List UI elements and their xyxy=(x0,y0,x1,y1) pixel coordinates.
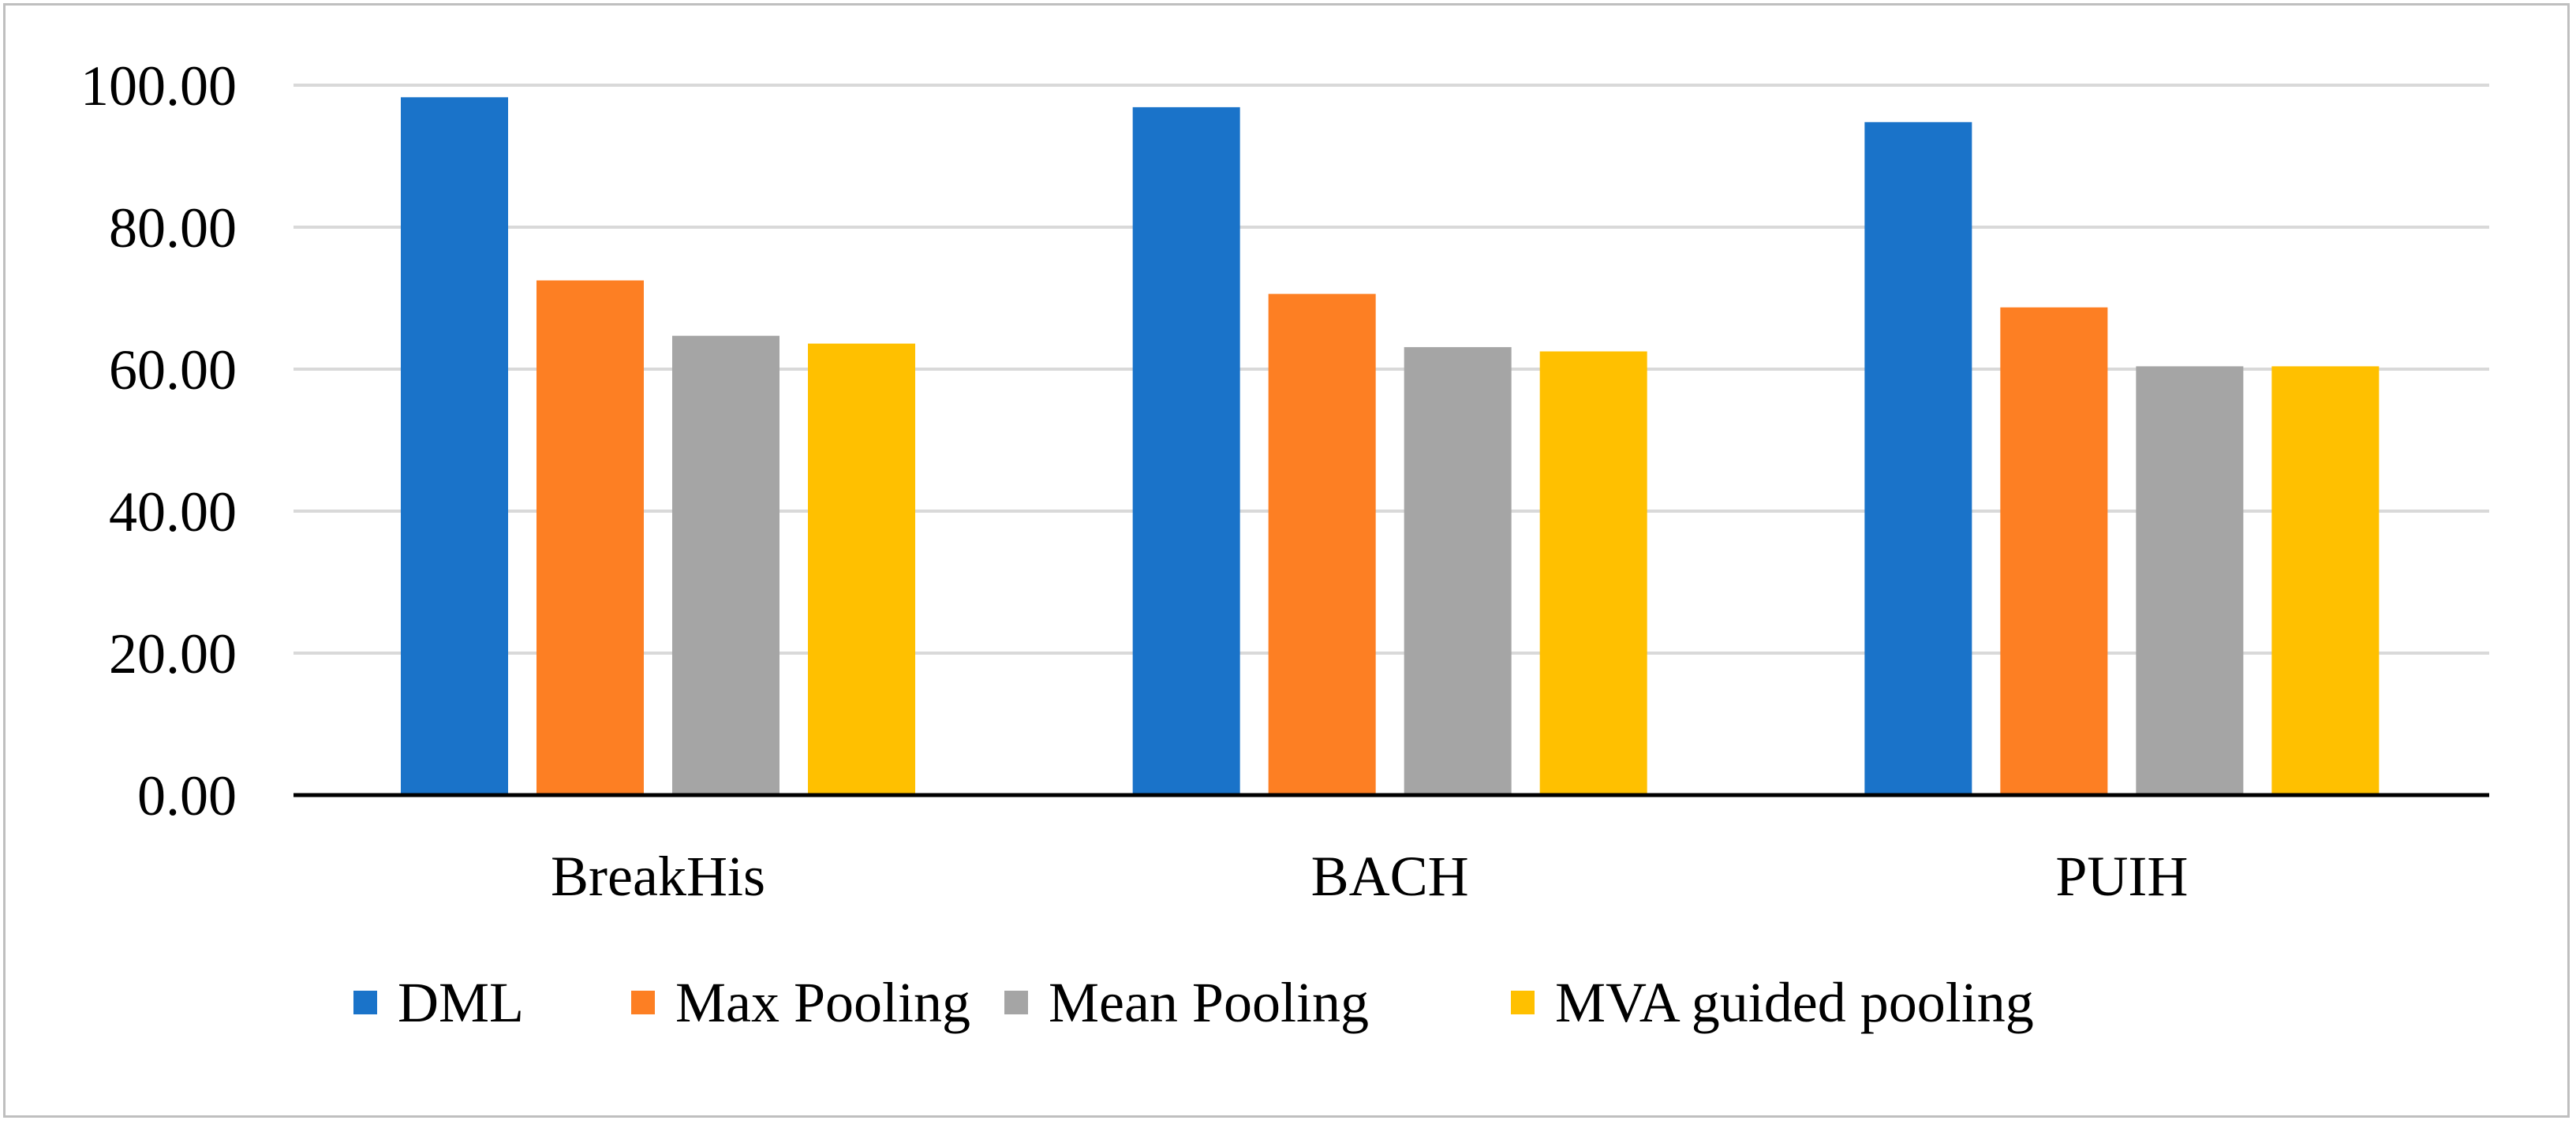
x-tick-label: PUIH xyxy=(2055,845,2188,908)
legend-swatch-max-pooling xyxy=(631,991,655,1014)
legend-label: DML xyxy=(398,971,524,1034)
x-axis-tick-labels: BreakHis BACH PUIH xyxy=(551,845,2188,908)
legend-label: MVA guided pooling xyxy=(1555,971,2034,1034)
legend-label: Mean Pooling xyxy=(1049,971,1369,1034)
x-tick-label: BACH xyxy=(1311,845,1469,908)
legend-label: Max Pooling xyxy=(675,971,970,1034)
legend-swatch-mva-guided-pooling xyxy=(1511,991,1535,1014)
bar-max-pooling-breakhis xyxy=(537,280,644,795)
bar-mva-guided-pooling-bach xyxy=(1539,351,1647,795)
y-axis-tick-labels: 0.00 20.00 40.00 60.00 80.00 100.00 xyxy=(80,54,237,827)
bar-dml-breakhis xyxy=(401,97,508,796)
bar-mean-pooling-breakhis xyxy=(672,335,780,795)
bar-max-pooling-bach xyxy=(1268,293,1376,796)
y-tick-label: 20.00 xyxy=(109,622,237,685)
y-tick-label: 80.00 xyxy=(109,196,237,260)
y-tick-label: 100.00 xyxy=(80,54,237,118)
y-tick-label: 40.00 xyxy=(109,480,237,543)
bar-mean-pooling-puih xyxy=(2136,366,2244,795)
bar-max-pooling-puih xyxy=(2000,307,2108,795)
bar-mean-pooling-bach xyxy=(1404,347,1512,796)
bar-dml-bach xyxy=(1132,106,1240,795)
x-tick-label: BreakHis xyxy=(551,845,765,908)
y-tick-label: 60.00 xyxy=(109,338,237,401)
legend-swatch-dml xyxy=(353,991,377,1014)
gridlines xyxy=(293,84,2489,655)
bar-dml-puih xyxy=(1864,121,1972,796)
y-tick-label: 0.00 xyxy=(137,764,237,827)
bar-mva-guided-pooling-puih xyxy=(2271,366,2380,795)
legend: DML Max Pooling Mean Pooling MVA guided poo… xyxy=(353,971,2034,1034)
bars xyxy=(401,97,2380,796)
legend-swatch-mean-pooling xyxy=(1004,991,1028,1014)
bar-mva-guided-pooling-breakhis xyxy=(808,343,915,796)
